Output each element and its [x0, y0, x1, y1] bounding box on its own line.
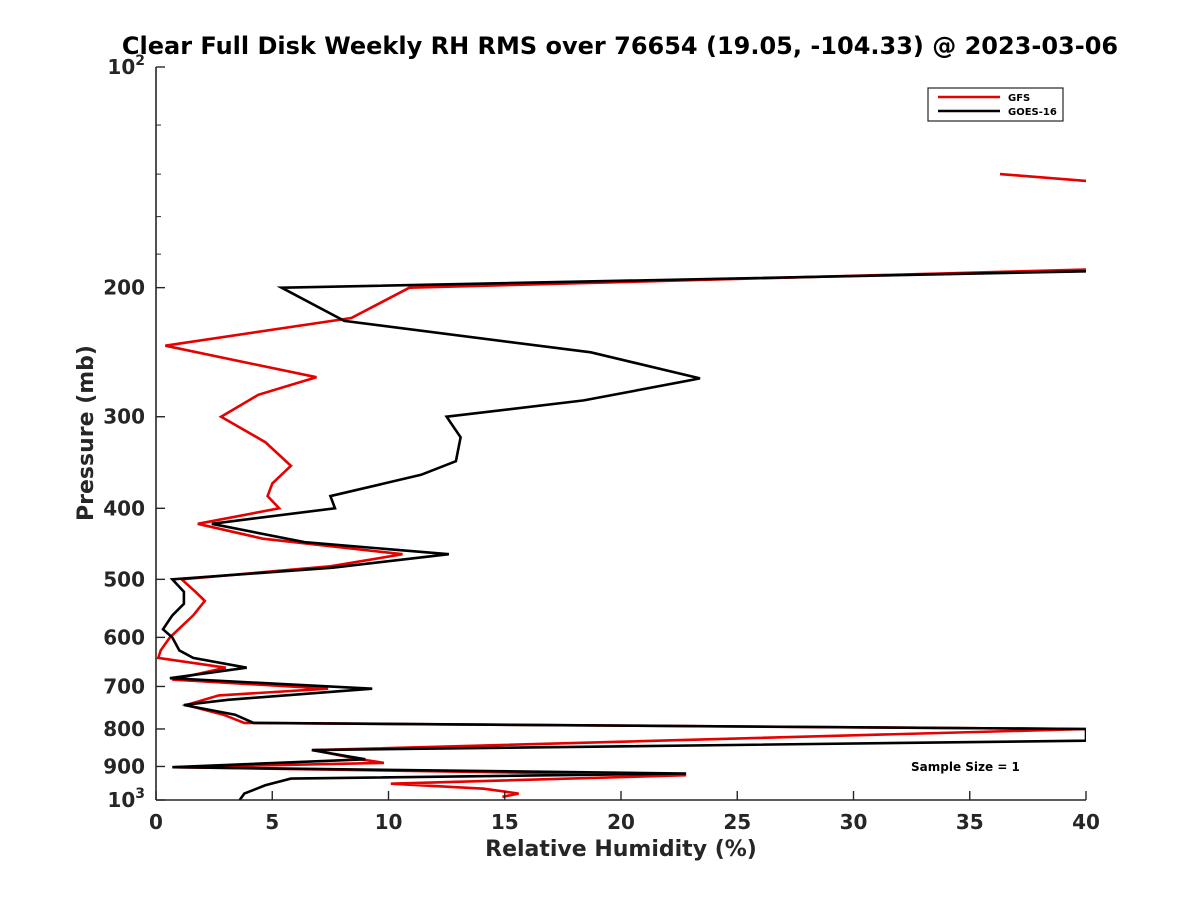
x-tick-label: 10	[375, 810, 403, 834]
x-tick-label: 40	[1072, 810, 1100, 834]
series-line-gfs-0	[999, 172, 1086, 183]
legend-box	[927, 87, 1064, 122]
y-axis-label: Pressure (mb)	[74, 345, 99, 521]
series-line-goes16-0	[161, 270, 1086, 801]
x-axis-label: Relative Humidity (%)	[485, 837, 757, 862]
y-tick-label: 700	[103, 674, 145, 698]
y-tick-label: 900	[103, 754, 145, 778]
x-tick-label: 30	[840, 810, 868, 834]
x-tick-label: 35	[956, 810, 984, 834]
y-tick-label-bottom-base: 10	[107, 788, 135, 812]
legend-label-goes16: GOES-16	[1008, 107, 1057, 118]
y-tick-label-top: 102	[107, 53, 145, 79]
sample-size-annotation: Sample Size = 1	[911, 760, 1020, 774]
y-tick-label-top-exponent: 2	[135, 53, 145, 69]
x-tick-label: 20	[607, 810, 635, 834]
tick-layer: 0 5 10 15 20 25 30 35 40 200 300 400 500 600 700 800 900…	[103, 53, 1100, 834]
chart-title: Clear Full Disk Weekly RH RMS over 76654…	[122, 32, 1118, 60]
series-layer	[156, 172, 1086, 801]
y-tick-label-bottom-exponent: 3	[135, 786, 145, 802]
y-tick-label: 800	[103, 717, 145, 741]
y-tick-label: 500	[103, 567, 145, 591]
x-tick-label: 5	[265, 810, 279, 834]
series-line-gfs-1	[156, 268, 1086, 799]
y-tick-label: 300	[103, 405, 145, 429]
y-tick-label: 200	[103, 276, 145, 300]
y-tick-label: 400	[103, 496, 145, 520]
y-tick-label-bottom: 103	[107, 786, 145, 812]
x-tick-label: 25	[723, 810, 751, 834]
y-tick-label-top-base: 10	[107, 55, 135, 79]
y-tick-label: 600	[103, 625, 145, 649]
x-tick-label: 0	[149, 810, 163, 834]
legend: GFS GOES-16	[927, 87, 1064, 122]
legend-label-gfs: GFS	[1008, 93, 1030, 104]
x-tick-label: 15	[491, 810, 519, 834]
